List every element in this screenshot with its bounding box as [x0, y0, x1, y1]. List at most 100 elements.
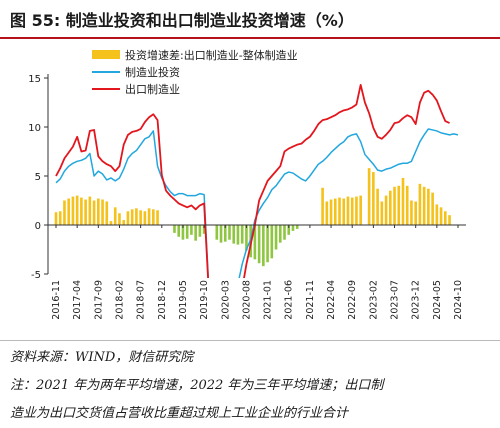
bar [122, 220, 126, 225]
bar [215, 225, 219, 240]
x-tick-label: 2020-03 [220, 280, 231, 320]
title-bar: 图 55: 制造业投资和出口制造业投资增速（%） [0, 0, 500, 39]
x-axis: 2016-11 2017-04 2017-09 2018-02 2018-07 2018-… [48, 224, 466, 320]
bar [97, 198, 100, 225]
bar [58, 211, 62, 225]
x-tick-label: 2022-04 [326, 280, 337, 320]
bar [393, 186, 396, 225]
bar [350, 197, 354, 225]
bar [439, 207, 443, 225]
legend-label: 出口制造业 [125, 82, 180, 96]
bar [342, 198, 346, 225]
bar [92, 200, 96, 225]
bar [147, 208, 151, 225]
divider [0, 340, 500, 341]
bar [283, 225, 286, 240]
x-tick-label: 2021-11 [305, 280, 316, 320]
chart-title: 图 55: 制造业投资和出口制造业投资增速（%） [10, 11, 354, 30]
note-line-1: 注：2021 年为两年平均增速，2022 年为三年平均增速；出口制 [10, 378, 384, 393]
bar [397, 185, 401, 225]
bar [185, 225, 189, 239]
x-tick-label: 2022-09 [347, 280, 358, 320]
x-tick-label: 2023-07 [390, 280, 401, 320]
bar [410, 200, 413, 225]
bar [109, 221, 113, 225]
bar [139, 210, 142, 225]
bar [190, 225, 193, 235]
bar [240, 225, 244, 244]
bar [223, 225, 227, 242]
bar [71, 196, 75, 225]
bar [418, 183, 422, 225]
bar [380, 201, 384, 225]
bar [194, 225, 197, 241]
bar [414, 201, 417, 225]
bar [448, 215, 451, 225]
y-axis: -5 0 5 10 15 [28, 74, 49, 281]
bar [266, 225, 269, 263]
bar [177, 225, 181, 237]
x-tick-label: 2017-04 [72, 280, 83, 320]
bar [202, 225, 206, 234]
y-tick-label: -5 [31, 270, 41, 281]
bar [228, 225, 231, 240]
x-tick-label: 2016-11 [51, 280, 62, 320]
bar [156, 210, 159, 225]
legend-label: 投资增速差:出口制造业-整体制造业 [125, 48, 298, 62]
bar [422, 186, 426, 225]
bar [126, 211, 130, 225]
bar [54, 212, 58, 225]
export-mfg-line [55, 83, 450, 278]
bar [355, 196, 358, 225]
bar [219, 225, 223, 243]
bar [401, 177, 405, 225]
x-tick-label: 2024-10 [453, 280, 464, 320]
bar [435, 204, 439, 225]
bar [443, 211, 447, 225]
bar [118, 213, 121, 225]
bar [287, 225, 291, 235]
x-tick-label: 2021-06 [284, 280, 295, 320]
bar [291, 225, 295, 231]
bar [101, 199, 104, 225]
bar [88, 196, 92, 225]
bar [431, 192, 434, 225]
bar [63, 200, 66, 225]
bar [270, 225, 274, 259]
x-tick-label: 2019-10 [199, 280, 210, 320]
x-tick-label: 2018-12 [157, 280, 168, 320]
bar [367, 168, 371, 225]
bar [359, 195, 362, 225]
legend-label: 制造业投资 [125, 65, 180, 79]
bar [181, 225, 185, 240]
x-tick-label: 2018-02 [114, 280, 125, 320]
bar [67, 198, 71, 225]
y-tick-label: 5 [35, 172, 41, 183]
bar [321, 187, 324, 225]
bar [105, 201, 109, 225]
bar [262, 225, 265, 267]
bar [372, 172, 375, 225]
bar [232, 225, 236, 244]
x-tick-label: 2018-07 [136, 280, 147, 320]
bar [113, 207, 117, 225]
note-line-2: 造业为出口交货值占营收比重超过规上工业企业的行业合计 [10, 406, 349, 421]
bar [257, 225, 261, 264]
bar [384, 195, 388, 225]
bar [75, 195, 79, 225]
bar [295, 225, 299, 229]
line-series [55, 83, 459, 278]
bar [245, 225, 248, 251]
bar [427, 188, 430, 225]
y-tick-label: 10 [28, 123, 41, 134]
bar [253, 225, 257, 260]
source-note: 资料来源：WIND，财信研究院 [10, 350, 194, 365]
bar [236, 225, 240, 245]
x-tick-label: 2017-09 [93, 280, 104, 320]
bar [405, 185, 409, 225]
bar [329, 199, 333, 225]
bar [130, 209, 134, 225]
bar [346, 196, 350, 225]
y-tick-label: 15 [28, 74, 41, 85]
